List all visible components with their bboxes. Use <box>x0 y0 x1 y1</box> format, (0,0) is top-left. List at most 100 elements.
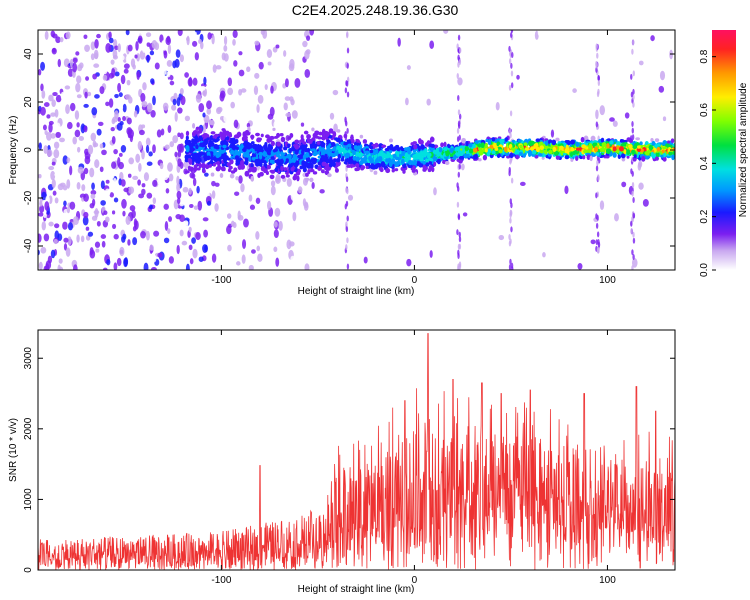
spectrogram-cell <box>96 253 101 262</box>
x-tick-label: 100 <box>599 275 616 286</box>
spectrogram-cell <box>326 139 331 143</box>
spectrogram-cell <box>176 190 182 200</box>
snr-frame <box>37 329 676 571</box>
spectrogram-cell <box>227 168 232 173</box>
spectrogram-cell <box>197 158 201 164</box>
spectrogram-cell <box>404 157 409 161</box>
spectrogram-cell <box>243 140 248 146</box>
spectrogram-cell <box>458 243 462 250</box>
spectrogram-cell <box>221 163 226 167</box>
spectrogram-cell <box>185 263 190 270</box>
spectrogram-cell <box>456 43 459 50</box>
spectrogram-cell <box>63 44 70 53</box>
spectrogram-cell <box>257 172 261 178</box>
spectrogram-cell <box>559 145 564 150</box>
spectrogram-marks <box>38 30 675 270</box>
spectrogram-cell <box>238 51 243 56</box>
spectrogram-cell <box>94 52 99 60</box>
spectrogram-cell <box>51 99 56 108</box>
spectrogram-cell <box>311 127 315 132</box>
spectrogram-cell <box>597 241 601 248</box>
spectrogram-cell <box>176 175 180 186</box>
spectrogram-cell <box>142 82 147 91</box>
spectrogram-cell <box>262 150 268 157</box>
spectrogram-cell <box>428 161 432 165</box>
spectrogram-cell <box>472 254 478 261</box>
spectrogram-cell <box>290 166 295 172</box>
spectrogram-cell <box>142 44 147 53</box>
spectrogram-cell <box>99 143 104 149</box>
spectrogram-cell <box>656 146 661 152</box>
spectrogram-cell <box>59 137 65 143</box>
spectrogram-cell <box>519 144 523 149</box>
spectrogram-cell <box>167 125 172 134</box>
spectrogram-cell <box>260 133 264 138</box>
spectrogram-cell <box>433 161 437 167</box>
spectrogram-cell <box>198 127 203 132</box>
x-tick-label: 100 <box>599 575 616 586</box>
spectrogram-cell <box>114 71 120 77</box>
spectrogram-cell <box>83 125 88 133</box>
spectrogram-cell <box>328 128 334 134</box>
spectrogram-cell <box>321 161 327 167</box>
spectrogram-cell <box>238 175 243 184</box>
spectrogram-cell <box>268 144 274 151</box>
spectrogram-cell <box>67 222 74 231</box>
spectrogram-cell <box>164 144 170 150</box>
snr-y-ticks: 0 1000 2000 3000 <box>23 347 675 573</box>
spectrogram-cell <box>344 87 348 94</box>
spectrogram-cell <box>230 220 235 227</box>
spectrogram-cell <box>129 134 134 143</box>
spectrogram-cell <box>114 93 119 99</box>
spectrogram-cell <box>38 89 42 99</box>
spectrogram-cell <box>164 221 169 231</box>
spectrogram-cell <box>564 185 569 195</box>
spectrogram-cell <box>116 257 122 267</box>
spectrogram-cell <box>576 147 580 151</box>
spectrogram-cell <box>458 155 464 160</box>
spectrogram-cell <box>258 154 263 160</box>
spectrogram-cell <box>629 145 634 150</box>
spectrogram-cell <box>207 32 212 40</box>
spectrogram-cell <box>169 80 175 86</box>
spectrogram-cell <box>251 249 256 254</box>
spectrogram-cell <box>125 215 131 226</box>
spectrogram-cell <box>230 170 236 174</box>
spectrogram-cell <box>266 164 272 170</box>
spectrogram-cell <box>628 138 634 143</box>
spectrogram-cell <box>287 155 292 160</box>
spectrogram-cell <box>499 138 505 144</box>
spectrogram-cell <box>291 145 295 152</box>
spectrogram-cell <box>370 163 375 167</box>
spectrogram-cell <box>658 85 665 93</box>
spectrogram-cell <box>632 121 638 130</box>
spectrogram-cell <box>621 181 627 188</box>
spectrogram-cell <box>570 146 575 153</box>
spectrogram-cell <box>223 158 227 164</box>
spectrogram-cell <box>62 221 68 230</box>
spectrogram-cell <box>458 59 462 66</box>
spectrogram-cell <box>616 141 621 147</box>
spectrogram-cell <box>412 154 417 159</box>
spectrogram-cell <box>280 174 286 179</box>
spectrogram-cell <box>196 185 200 194</box>
spectrogram-cell <box>127 173 132 178</box>
spectrogram-cell <box>222 166 226 172</box>
spectrogram-cell <box>195 155 199 160</box>
spectrogram-cell <box>302 141 307 146</box>
spectrogram-cell <box>429 250 433 258</box>
spectrogram-cell <box>175 214 182 220</box>
spectrogram-cell <box>294 77 301 88</box>
spectrogram-cell <box>581 144 587 149</box>
spectrogram-cell <box>291 110 298 119</box>
spectrogram-cell <box>215 217 221 225</box>
spectrogram-cell <box>200 144 206 148</box>
spectrogram-cell <box>270 185 276 196</box>
spectrogram-cell <box>63 243 68 251</box>
spectrogram-cell <box>302 198 307 207</box>
spectrogram-cell <box>589 155 593 162</box>
spectrogram-cell <box>39 200 43 207</box>
spectrogram-cell <box>122 210 126 217</box>
spectrogram-cell <box>135 40 139 51</box>
spectrogram-cell <box>309 30 315 36</box>
